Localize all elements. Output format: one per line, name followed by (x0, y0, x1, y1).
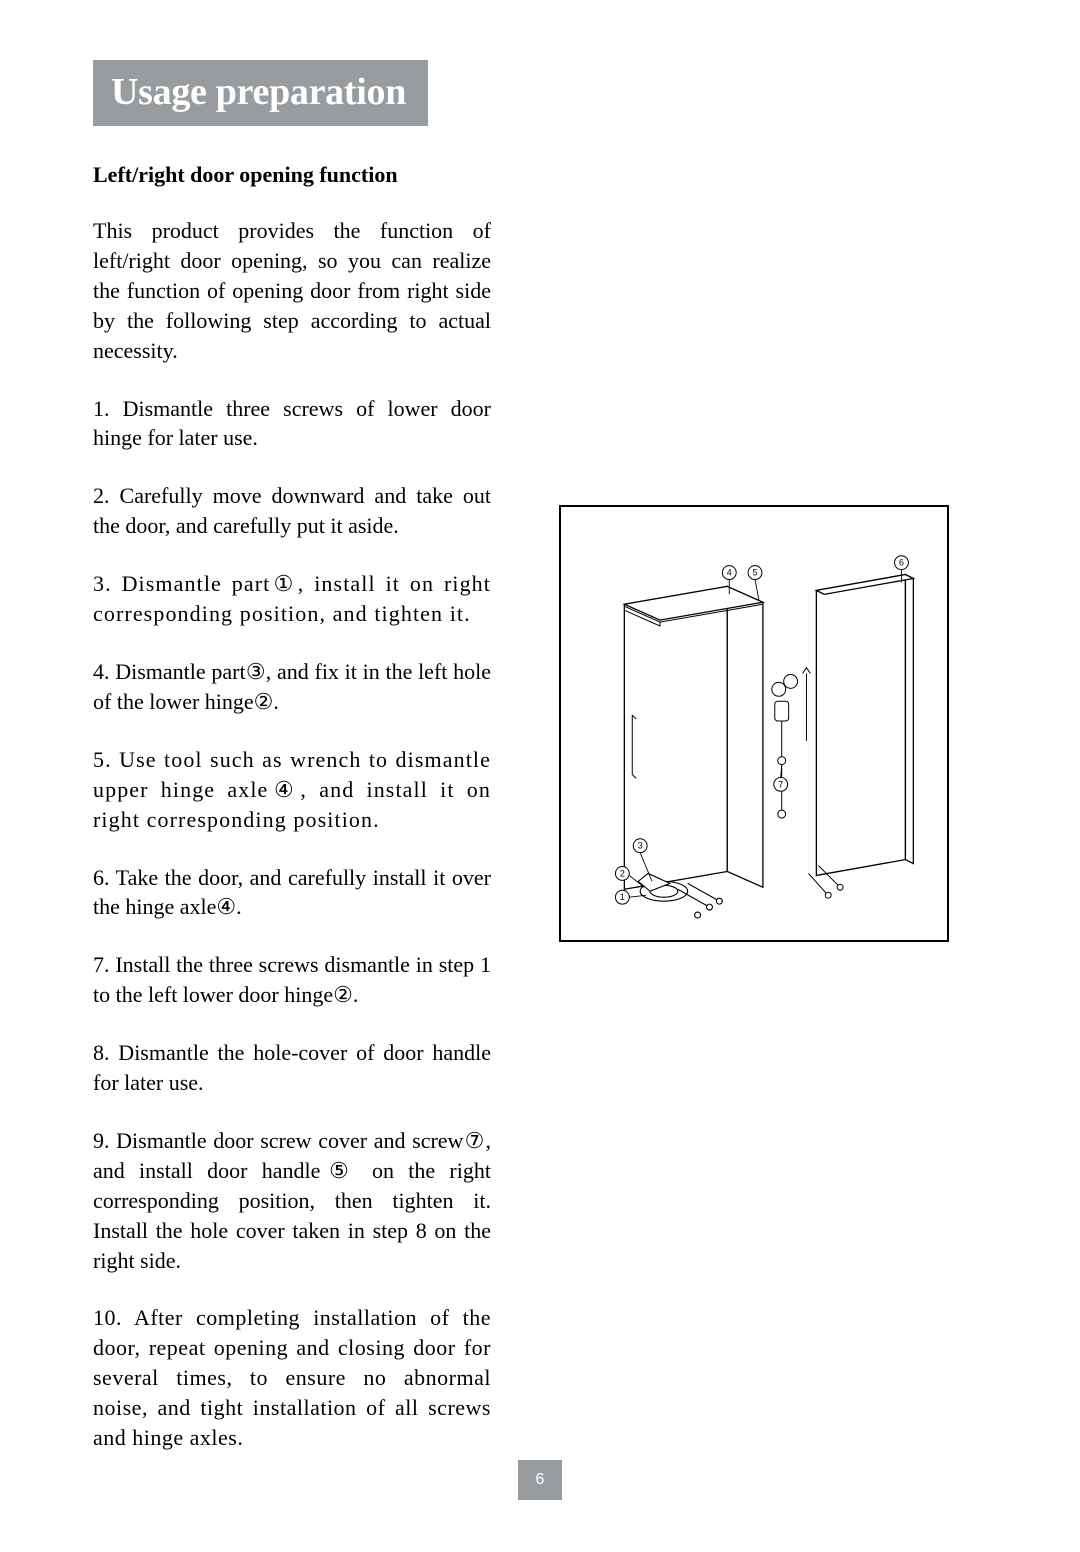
step-10: 10. After completing installation of the… (93, 1303, 491, 1453)
svg-text:1: 1 (620, 892, 625, 902)
step-1: 1. Dismantle three screws of lower door … (93, 394, 491, 454)
step-7: 7. Install the three screws dismantle in… (93, 950, 491, 1010)
svg-text:2: 2 (620, 868, 625, 878)
intro-paragraph: This product provides the function of le… (93, 216, 491, 366)
svg-text:3: 3 (638, 841, 643, 851)
step-6: 6. Take the door, and carefully install … (93, 863, 491, 923)
svg-text:4: 4 (727, 568, 732, 578)
step-3: 3. Dismantle part①, install it on right … (93, 569, 491, 629)
diagram-svg: 4 5 6 7 3 2 1 (561, 507, 947, 940)
step-4: 4. Dismantle part③, and fix it in the le… (93, 657, 491, 717)
svg-text:5: 5 (753, 568, 758, 578)
step-2: 2. Carefully move downward and take out … (93, 481, 491, 541)
door-reversal-diagram: 4 5 6 7 3 2 1 (559, 505, 949, 942)
page-number-box: 6 (518, 1460, 562, 1500)
section-title-bar: Usage preparation (93, 60, 428, 126)
content-columns: Left/right door opening function This pr… (93, 162, 987, 1481)
page-number: 6 (536, 1471, 545, 1489)
svg-text:6: 6 (899, 558, 904, 568)
section-title: Usage preparation (111, 71, 406, 113)
subheading: Left/right door opening function (93, 162, 491, 188)
diagram-column: 4 5 6 7 3 2 1 (517, 162, 987, 1481)
step-9: 9. Dismantle door screw cover and screw⑦… (93, 1126, 491, 1276)
text-column: Left/right door opening function This pr… (93, 162, 491, 1481)
step-5: 5. Use tool such as wrench to dismantle … (93, 745, 491, 835)
svg-text:7: 7 (778, 779, 783, 789)
step-8: 8. Dismantle the hole-cover of door hand… (93, 1038, 491, 1098)
